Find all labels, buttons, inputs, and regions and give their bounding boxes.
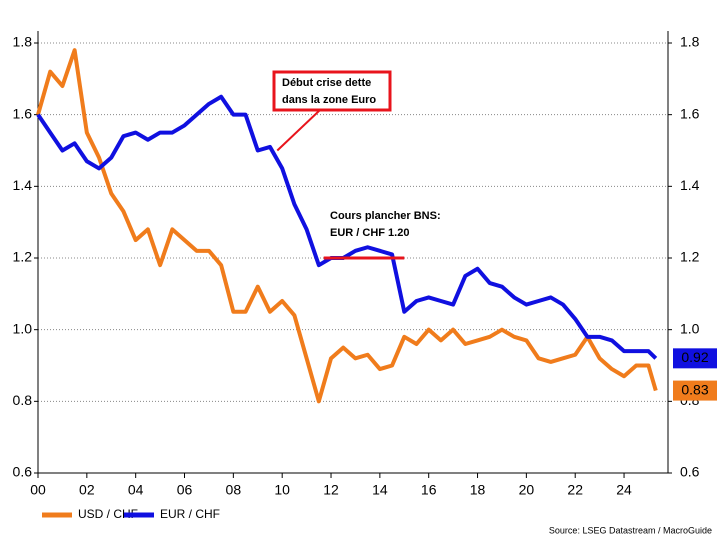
annotation-text: Cours plancher BNS:: [330, 210, 441, 222]
y-tick-label: 1.4: [13, 177, 33, 193]
y-tick-label: 0.8: [13, 392, 33, 408]
end-value-label: 0.83: [681, 381, 708, 397]
x-tick-label: 04: [128, 482, 144, 498]
x-tick-label: 08: [226, 482, 242, 498]
end-label-box: [673, 380, 717, 401]
y2-tick-label: 1.2: [680, 249, 700, 265]
legend-label: EUR / CHF: [160, 507, 220, 521]
annotation-box: [272, 70, 392, 112]
end-label-box: [673, 348, 717, 369]
x-tick-label: 18: [470, 482, 486, 498]
y-tick-label: 1.0: [13, 320, 33, 336]
y-tick-label: 0.6: [13, 464, 33, 480]
annotation-pointer: [276, 109, 321, 152]
y2-tick-label: 1.6: [680, 105, 700, 121]
x-tick-label: 10: [274, 482, 290, 498]
y2-tick-label: 0.6: [680, 464, 700, 480]
x-tick-label: 12: [323, 482, 339, 498]
y-tick-label: 1.8: [13, 34, 33, 50]
y2-tick-label: 1.0: [680, 320, 700, 336]
x-tick-label: 00: [30, 482, 46, 498]
x-tick-label: 14: [372, 482, 388, 498]
y2-tick-label: 1.8: [680, 34, 700, 50]
y-tick-label: 1.2: [13, 249, 33, 265]
x-tick-label: 02: [79, 482, 95, 498]
y-tick-label: 1.6: [13, 105, 33, 121]
y2-tick-label: 1.4: [680, 177, 700, 193]
annotation-text: Début crise dette: [282, 77, 371, 89]
x-tick-label: 16: [421, 482, 437, 498]
x-tick-label: 06: [177, 482, 193, 498]
source: Source: LSEG Datastream / MacroGuide: [549, 525, 712, 535]
annotation-text: EUR / CHF 1.20: [330, 227, 409, 239]
series-line: [36, 48, 658, 404]
series-line: [36, 94, 658, 360]
legend-label: USD / CHF: [78, 507, 138, 521]
x-tick-label: 20: [519, 482, 535, 498]
x-tick-label: 22: [567, 482, 583, 498]
x-tick-label: 24: [616, 482, 632, 498]
annotation-text: dans la zone Euro: [282, 94, 376, 106]
end-value-label: 0.92: [681, 349, 708, 365]
